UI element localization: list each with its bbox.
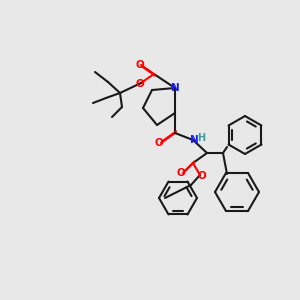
Text: O: O — [136, 60, 144, 70]
Text: O: O — [177, 168, 185, 178]
Text: O: O — [198, 171, 206, 181]
Text: N: N — [171, 83, 179, 93]
Text: O: O — [154, 138, 164, 148]
Text: H: H — [197, 133, 205, 143]
Text: O: O — [136, 79, 144, 89]
Text: N: N — [190, 135, 198, 145]
